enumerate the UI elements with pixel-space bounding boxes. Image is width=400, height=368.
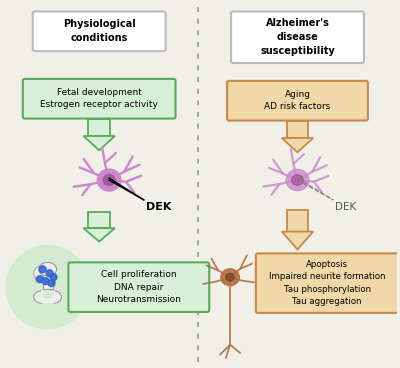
- Circle shape: [42, 278, 49, 285]
- Ellipse shape: [292, 175, 303, 185]
- Circle shape: [39, 266, 46, 273]
- FancyBboxPatch shape: [256, 254, 399, 313]
- Ellipse shape: [39, 262, 56, 276]
- Ellipse shape: [48, 291, 62, 303]
- Ellipse shape: [226, 273, 234, 281]
- Polygon shape: [282, 231, 313, 250]
- Text: Aging
AD risk factors: Aging AD risk factors: [264, 90, 331, 112]
- Polygon shape: [282, 138, 313, 152]
- Text: Cell proliferation
DNA repair
Neurotransmission: Cell proliferation DNA repair Neurotrans…: [96, 270, 181, 304]
- Ellipse shape: [286, 169, 309, 191]
- Polygon shape: [84, 136, 115, 150]
- FancyBboxPatch shape: [231, 11, 364, 63]
- Polygon shape: [84, 228, 115, 241]
- FancyBboxPatch shape: [33, 11, 166, 51]
- Polygon shape: [41, 291, 54, 303]
- Polygon shape: [286, 121, 308, 138]
- FancyBboxPatch shape: [68, 262, 209, 312]
- Circle shape: [6, 245, 89, 329]
- Ellipse shape: [34, 291, 48, 303]
- Polygon shape: [286, 210, 308, 231]
- Text: Physiological
conditions: Physiological conditions: [63, 19, 136, 43]
- Circle shape: [36, 276, 43, 283]
- Circle shape: [46, 270, 53, 277]
- Text: Alzheimer's
disease
susceptibility: Alzheimer's disease susceptibility: [260, 18, 335, 56]
- FancyBboxPatch shape: [227, 81, 368, 121]
- Ellipse shape: [34, 265, 54, 281]
- Text: Fetal development
Estrogen receptor activity: Fetal development Estrogen receptor acti…: [40, 88, 158, 109]
- Polygon shape: [88, 118, 110, 136]
- Ellipse shape: [97, 169, 121, 191]
- Polygon shape: [43, 275, 52, 289]
- Circle shape: [48, 280, 55, 287]
- Ellipse shape: [103, 174, 115, 185]
- Text: DEK: DEK: [146, 202, 171, 212]
- Ellipse shape: [44, 292, 52, 298]
- Polygon shape: [88, 212, 110, 228]
- Text: DEK: DEK: [335, 202, 356, 212]
- Text: Apoptosis
Impaired neurite formation
Tau phosphorylation
Tau aggregation: Apoptosis Impaired neurite formation Tau…: [269, 260, 386, 307]
- Circle shape: [50, 274, 57, 281]
- Ellipse shape: [221, 269, 239, 286]
- FancyBboxPatch shape: [23, 79, 176, 118]
